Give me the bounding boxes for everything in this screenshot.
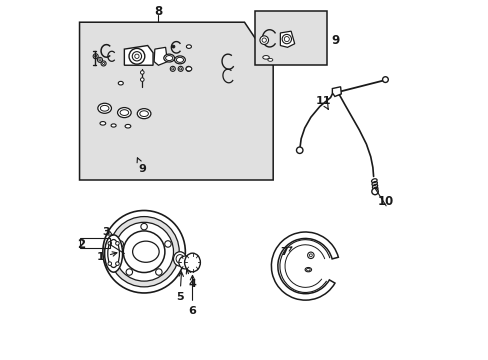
Text: 8: 8 — [154, 5, 162, 18]
Circle shape — [102, 62, 104, 64]
Text: 10: 10 — [377, 195, 393, 208]
Ellipse shape — [267, 58, 272, 61]
Polygon shape — [80, 22, 273, 180]
Bar — [255, 12, 326, 65]
Circle shape — [172, 45, 175, 48]
Circle shape — [296, 147, 303, 153]
Ellipse shape — [118, 81, 123, 85]
Text: 7: 7 — [280, 247, 291, 257]
Ellipse shape — [176, 57, 183, 62]
Circle shape — [135, 54, 139, 58]
Ellipse shape — [184, 253, 200, 272]
Polygon shape — [280, 31, 294, 47]
Circle shape — [282, 35, 291, 44]
Circle shape — [108, 262, 111, 265]
Ellipse shape — [176, 255, 183, 263]
Ellipse shape — [132, 241, 159, 262]
Circle shape — [109, 217, 179, 287]
Circle shape — [371, 188, 378, 195]
Circle shape — [260, 36, 268, 44]
Ellipse shape — [120, 110, 128, 116]
Circle shape — [187, 68, 189, 70]
Circle shape — [333, 90, 339, 95]
Ellipse shape — [165, 55, 172, 60]
Text: 2: 2 — [77, 238, 85, 251]
Circle shape — [179, 68, 182, 70]
Circle shape — [117, 241, 123, 247]
Polygon shape — [154, 47, 167, 65]
Text: 6: 6 — [188, 275, 196, 316]
Text: 1: 1 — [97, 252, 117, 262]
Circle shape — [97, 57, 102, 62]
Circle shape — [129, 48, 144, 64]
Circle shape — [132, 51, 142, 61]
Polygon shape — [332, 87, 341, 96]
Circle shape — [309, 254, 312, 257]
Circle shape — [178, 66, 183, 71]
Ellipse shape — [186, 45, 191, 48]
Ellipse shape — [100, 122, 105, 125]
Circle shape — [99, 59, 101, 61]
Circle shape — [155, 269, 162, 275]
Circle shape — [164, 241, 171, 247]
Circle shape — [115, 242, 119, 245]
Circle shape — [284, 37, 289, 41]
Bar — [80, 238, 110, 248]
Circle shape — [101, 61, 106, 66]
Ellipse shape — [107, 239, 119, 267]
Circle shape — [140, 71, 144, 74]
Ellipse shape — [173, 252, 186, 266]
Circle shape — [141, 224, 147, 230]
Ellipse shape — [125, 125, 131, 128]
Circle shape — [115, 222, 173, 281]
Wedge shape — [271, 232, 338, 300]
Text: 9: 9 — [137, 158, 146, 174]
Text: 11: 11 — [315, 96, 330, 109]
Ellipse shape — [174, 56, 185, 64]
Ellipse shape — [104, 235, 122, 272]
Circle shape — [179, 256, 191, 269]
Circle shape — [102, 211, 185, 293]
Circle shape — [108, 242, 111, 245]
Text: 3: 3 — [102, 227, 113, 237]
Circle shape — [123, 231, 164, 273]
Ellipse shape — [262, 55, 269, 59]
Ellipse shape — [111, 124, 116, 127]
Ellipse shape — [140, 111, 148, 117]
Ellipse shape — [100, 105, 109, 111]
Circle shape — [382, 77, 387, 82]
Ellipse shape — [137, 109, 151, 119]
Circle shape — [126, 269, 132, 275]
Text: 5: 5 — [176, 272, 183, 302]
Text: 4: 4 — [186, 269, 196, 289]
Circle shape — [93, 54, 98, 59]
Polygon shape — [124, 45, 153, 65]
Ellipse shape — [306, 269, 309, 271]
Ellipse shape — [185, 67, 191, 71]
Ellipse shape — [117, 108, 131, 118]
Ellipse shape — [305, 267, 311, 272]
Circle shape — [307, 252, 313, 258]
Circle shape — [140, 78, 144, 81]
Circle shape — [171, 68, 174, 70]
Ellipse shape — [163, 54, 174, 62]
Circle shape — [185, 66, 191, 71]
Circle shape — [115, 262, 119, 265]
Circle shape — [94, 55, 97, 57]
Text: 9: 9 — [331, 33, 339, 47]
Circle shape — [170, 66, 175, 71]
Circle shape — [262, 38, 266, 42]
Ellipse shape — [98, 103, 111, 113]
